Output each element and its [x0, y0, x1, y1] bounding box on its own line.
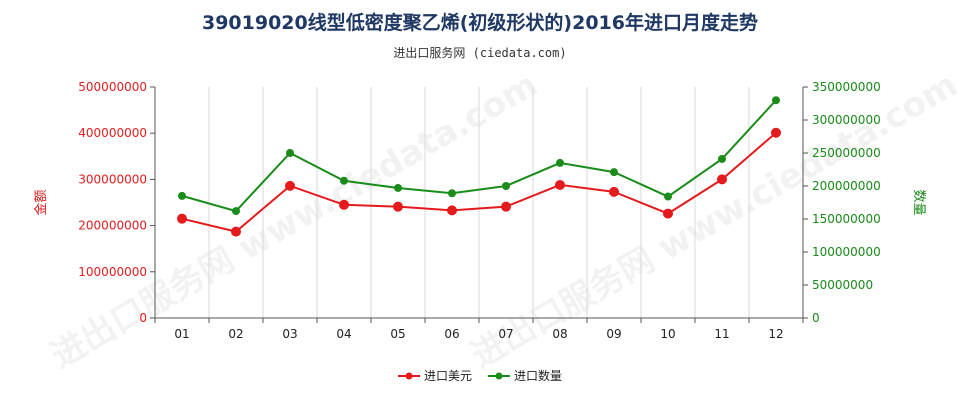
data-point: [285, 180, 295, 191]
data-point: [177, 213, 187, 224]
x-tick-label: 01: [174, 327, 189, 341]
legend-label: 进口数量: [514, 368, 562, 383]
y-axis-label-right: 数量: [911, 189, 926, 215]
axes: 0 100000000 200000000 300000000 400000000 500…: [33, 80, 926, 341]
data-point: [502, 182, 510, 190]
legend: 进口美元 进口数量: [398, 368, 562, 383]
data-point: [393, 201, 403, 212]
x-tick-label: 04: [336, 327, 351, 341]
x-tick-label: 02: [228, 327, 243, 341]
x-tick-label: 09: [606, 327, 621, 341]
chart-title: 39019020线型低密度聚乙烯(初级形状的)2016年进口月度走势: [201, 12, 758, 34]
x-tick-label: 10: [660, 327, 675, 341]
y-tick-label-right: 150000000: [812, 212, 881, 226]
data-point: [232, 207, 240, 216]
x-tick-label: 12: [768, 327, 783, 341]
y-tick-label-left: 500000000: [78, 80, 147, 94]
series-layer: [177, 96, 781, 237]
data-point: [609, 186, 619, 197]
data-point: [448, 189, 456, 198]
y-tick-label-right: 350000000: [812, 80, 881, 94]
data-point: [340, 176, 348, 185]
data-point: [339, 199, 349, 210]
y-tick-label-left: 200000000: [78, 219, 147, 233]
legend-label: 进口美元: [424, 369, 472, 383]
y-tick-label-right: 300000000: [812, 113, 881, 127]
y-tick-label-left: 100000000: [78, 265, 147, 279]
y-tick-label-left: 0: [139, 311, 147, 325]
legend-swatch-marker: [405, 372, 413, 380]
data-point: [664, 192, 672, 201]
data-point: [501, 201, 511, 212]
y-tick-label-right: 250000000: [812, 146, 881, 160]
y-tick-label-right: 100000000: [812, 245, 881, 259]
data-point: [772, 96, 780, 105]
data-point: [718, 154, 726, 163]
data-point: [717, 174, 727, 185]
y-axis-label-left: 金额: [33, 189, 49, 215]
y-tick-label-left: 300000000: [78, 172, 147, 186]
x-tick-label: 11: [714, 327, 729, 341]
data-point: [663, 208, 673, 219]
x-tick-label: 03: [282, 327, 297, 341]
y-tick-label-right: 0: [812, 311, 820, 325]
data-point: [178, 191, 186, 200]
legend-swatch-marker: [495, 372, 503, 380]
data-point: [286, 149, 294, 157]
y-tick-label-right: 200000000: [812, 179, 881, 193]
data-point: [231, 226, 241, 237]
data-point: [447, 205, 457, 216]
watermark-text: 进出口服务网 www.ciedata.com: [465, 65, 960, 377]
data-point: [610, 168, 618, 177]
y-tick-label-right: 50000000: [812, 278, 873, 292]
series-line-1: [181, 131, 777, 233]
data-point: [556, 158, 564, 167]
x-tick-label: 08: [552, 327, 567, 341]
chart-subtitle: 进出口服务网 (ciedata.com): [393, 46, 567, 60]
series-line-2: [181, 99, 777, 213]
x-tick-label: 07: [498, 327, 513, 341]
data-point: [771, 127, 781, 138]
x-tick-label: 06: [444, 327, 459, 341]
x-tick-label: 05: [390, 327, 405, 341]
data-point: [555, 179, 565, 190]
data-point: [394, 183, 402, 192]
y-tick-label-left: 400000000: [78, 126, 147, 140]
